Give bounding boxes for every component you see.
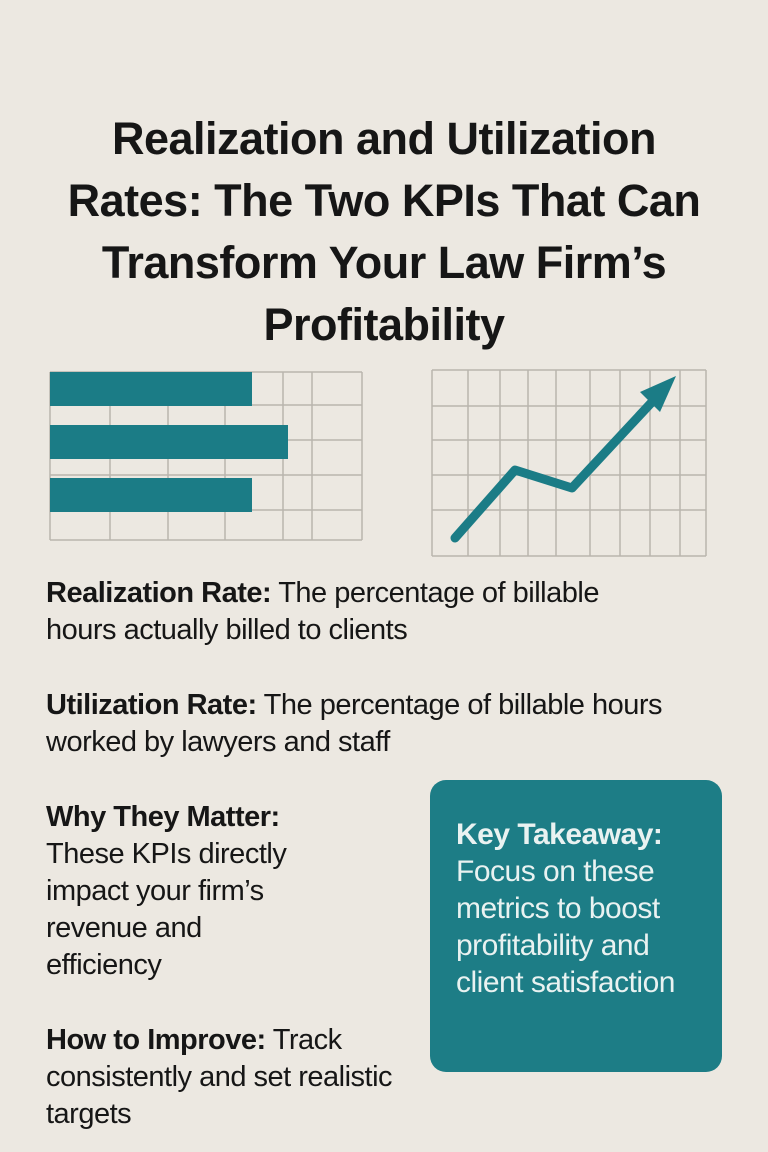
- term: How to Improve:: [46, 1024, 266, 1056]
- title: Realization and Utilization Rates: The T…: [67, 113, 701, 350]
- term: Utilization Rate:: [46, 689, 257, 721]
- description: These KPIs directly impact your firm’s r…: [46, 838, 287, 981]
- bar-icon: [50, 372, 288, 512]
- description: Track consistently and set realistic tar…: [46, 1024, 393, 1130]
- term: Why They Matter:: [46, 801, 280, 833]
- section: Why They Matter: These KPIs directly impa…: [46, 799, 396, 984]
- description: The percentage of billable hours worked …: [46, 689, 663, 758]
- term: Key Takeaway:: [456, 818, 663, 851]
- description: Focus on these metrics to boost profitab…: [456, 855, 675, 999]
- section: Realization Rate: The percentage of bill…: [46, 575, 646, 649]
- section: How to Improve: Track consistently and s…: [46, 1022, 396, 1133]
- description: The percentage of billable hours actuall…: [46, 577, 599, 646]
- icons: [49, 369, 707, 557]
- line-icon: [450, 376, 676, 543]
- section: Utilization Rate: The percentage of bill…: [46, 687, 686, 761]
- takeaway-box: Key Takeaway: Focus on these metrics to b…: [430, 780, 722, 1072]
- takeaway: Key Takeaway: Focus on these metrics to b…: [456, 816, 716, 1001]
- term: Realization Rate:: [46, 577, 272, 609]
